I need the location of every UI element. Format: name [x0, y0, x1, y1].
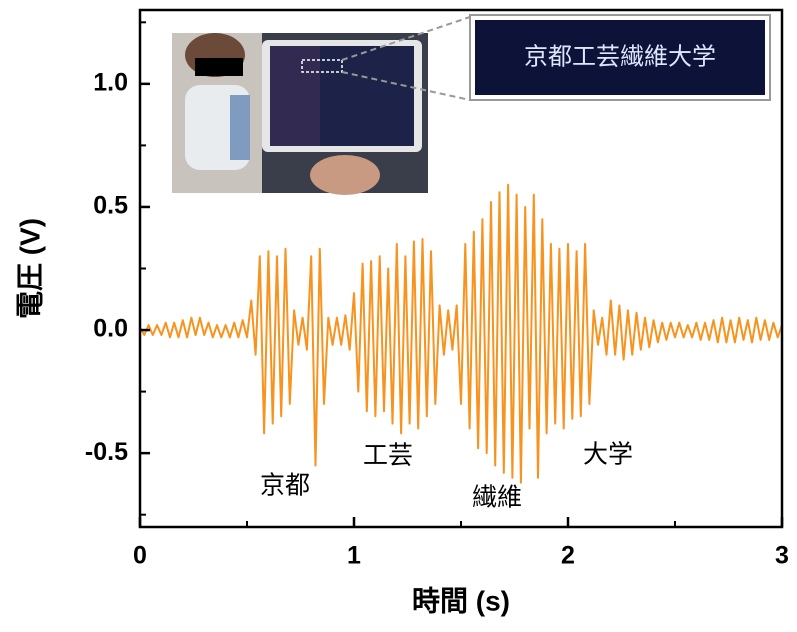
y-tick-label: 0.0	[93, 315, 128, 343]
annotation: 京都	[260, 472, 310, 500]
annotation: 繊維	[472, 484, 522, 512]
chart: 0123-0.50.00.51.0時間 (s)電圧 (V)京都工芸繊維大学 京都…	[0, 0, 797, 632]
annotation: 工芸	[363, 442, 413, 470]
y-axis-label: 電圧 (V)	[14, 218, 45, 319]
x-axis-label: 時間 (s)	[412, 585, 510, 616]
redaction	[195, 58, 243, 76]
x-tick-label: 1	[347, 542, 361, 570]
x-tick-label: 3	[775, 542, 789, 570]
inset-text: 京都工芸繊維大学	[524, 43, 716, 70]
waveform	[140, 185, 782, 483]
y-tick-label: 0.5	[93, 192, 128, 220]
screen-glow	[270, 46, 320, 146]
y-tick-label: 1.0	[93, 68, 128, 96]
inset-photo: 京都工芸繊維大学	[172, 15, 770, 195]
x-tick-label: 0	[133, 542, 147, 570]
annotation: 大学	[583, 441, 633, 469]
x-tick-label: 2	[561, 542, 575, 570]
hand	[310, 155, 380, 195]
y-tick-label: -0.5	[85, 438, 128, 466]
sensor	[230, 95, 250, 160]
